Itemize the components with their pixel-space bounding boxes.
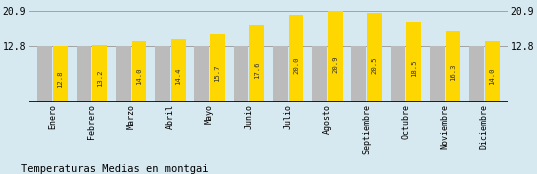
Text: 17.6: 17.6 — [253, 61, 260, 79]
Bar — [312, 46, 327, 102]
Bar — [390, 46, 405, 102]
Text: 16.3: 16.3 — [450, 64, 456, 81]
Text: 20.9: 20.9 — [332, 55, 338, 73]
Bar — [367, 13, 382, 102]
Bar — [132, 41, 147, 102]
Text: 15.7: 15.7 — [214, 65, 221, 82]
Bar — [92, 45, 107, 102]
Bar — [155, 46, 170, 102]
Bar — [37, 46, 52, 102]
Bar — [234, 46, 249, 102]
Bar — [288, 15, 303, 102]
Bar — [194, 46, 209, 102]
Bar — [249, 25, 264, 102]
Text: 14.4: 14.4 — [175, 67, 181, 85]
Text: 12.8: 12.8 — [57, 70, 63, 88]
Text: Temperaturas Medias en montgai: Temperaturas Medias en montgai — [21, 164, 209, 174]
Bar — [351, 46, 366, 102]
Bar — [407, 22, 421, 102]
Text: 13.2: 13.2 — [97, 69, 103, 87]
Bar — [77, 46, 91, 102]
Bar — [116, 46, 130, 102]
Bar — [328, 11, 343, 102]
Bar — [171, 39, 186, 102]
Bar — [273, 46, 288, 102]
Bar — [53, 46, 68, 102]
Text: 14.0: 14.0 — [136, 68, 142, 85]
Bar — [469, 46, 484, 102]
Bar — [430, 46, 445, 102]
Text: 14.0: 14.0 — [489, 68, 495, 85]
Bar — [485, 41, 500, 102]
Bar — [210, 34, 225, 102]
Text: 20.5: 20.5 — [372, 56, 378, 74]
Bar — [446, 31, 460, 102]
Text: 18.5: 18.5 — [411, 60, 417, 77]
Text: 20.0: 20.0 — [293, 57, 299, 74]
